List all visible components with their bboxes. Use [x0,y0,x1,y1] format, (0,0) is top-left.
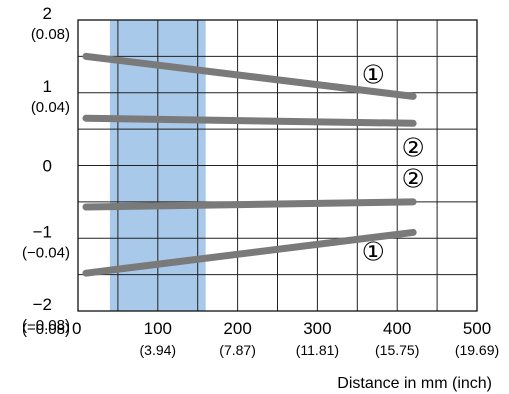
x-tick-sublabel: (11.81) [296,342,339,358]
y-tick-label: −1 [33,222,52,241]
plot-frame [77,19,478,312]
series-marker-3: ② [402,164,425,194]
x-axis-label: Distance in mm (inch) [337,375,492,392]
x-tick-sublabel: (3.94) [140,342,177,358]
series-marker-1: ① [362,60,385,90]
y-tick-label: 2 [43,4,52,23]
y-tick-label: 1 [43,77,52,96]
x-tick-sublabel: (19.69) [455,342,499,358]
series-line-3 [82,198,417,211]
y-tick-sublabel: (−0.08) [22,317,70,334]
series-line-4 [82,228,417,277]
y-tick-sublabel: (0.08) [31,26,70,43]
series-marker-2: ② [402,132,425,162]
y-tick-sublabel: (−0.08) [22,321,70,338]
x-tick-label: 100 [144,319,172,338]
x-tick-label: 0 [72,319,81,338]
x-tick-label: 200 [223,319,251,338]
series-line-1 [82,52,417,100]
y-tick-sublabel: (0.04) [31,99,70,116]
x-tick-label: 300 [303,319,331,338]
y-tick-label: −2 [33,295,52,314]
x-tick-sublabel: (7.87) [219,342,256,358]
x-tick-label: 500 [463,319,491,338]
y-tick-label: 0 [43,157,52,176]
x-tick-label: 400 [383,319,411,338]
series-line-2 [82,114,417,127]
y-tick-sublabel: (−0.04) [22,244,70,261]
series-marker-4: ① [362,236,385,266]
x-tick-sublabel: (15.75) [375,342,419,358]
